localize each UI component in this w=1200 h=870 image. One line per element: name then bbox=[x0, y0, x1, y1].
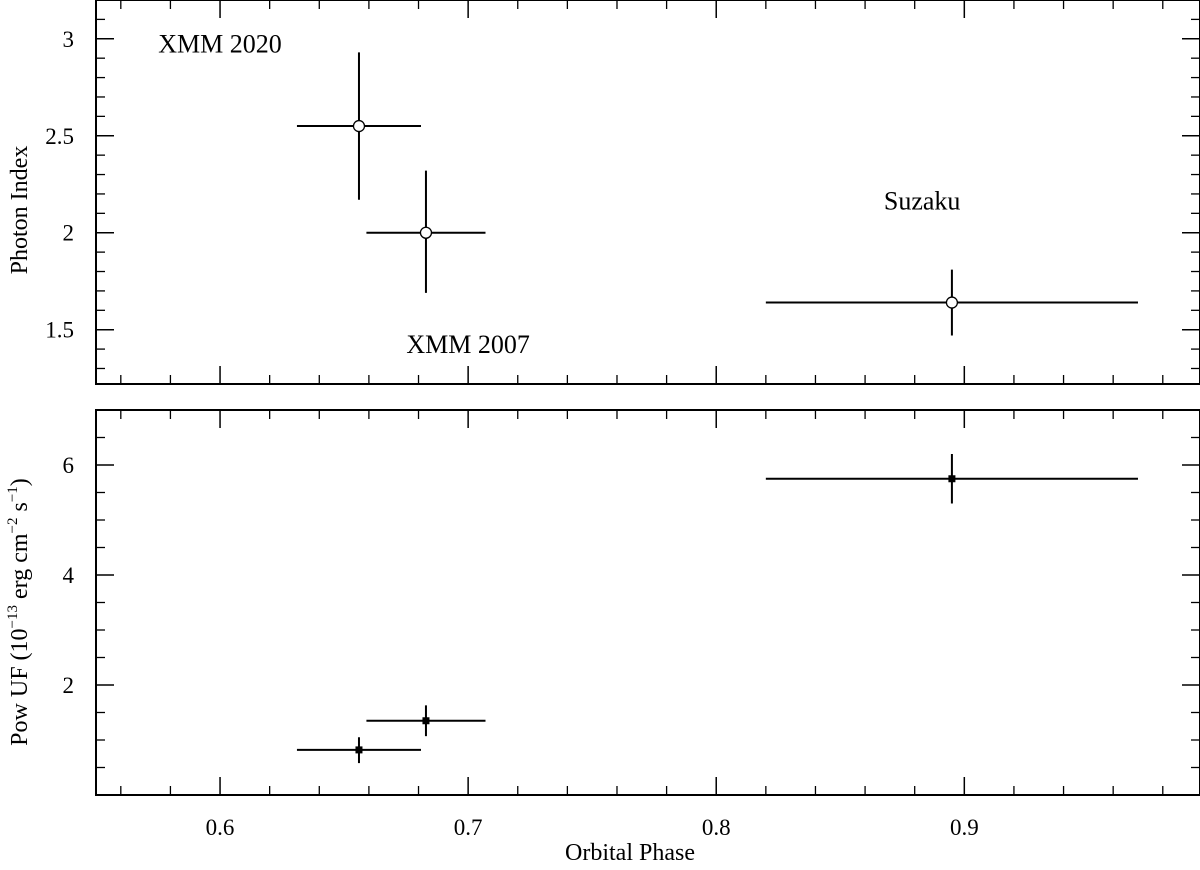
ylabel-part-4: ) bbox=[7, 478, 33, 486]
top-ytick-label: 3 bbox=[63, 27, 75, 52]
point-marker bbox=[352, 119, 366, 133]
top-y-axis-label: Photon Index bbox=[7, 146, 33, 275]
ylabel-part-2: erg cm bbox=[7, 533, 33, 605]
top-ytick-label: 2.5 bbox=[45, 124, 74, 149]
top-ticks bbox=[96, 0, 1200, 384]
top-data-point bbox=[765, 269, 1138, 336]
top-data-point bbox=[296, 52, 421, 200]
x-tick-label: 0.8 bbox=[702, 815, 731, 840]
x-tick-label: 0.9 bbox=[950, 815, 979, 840]
bottom-data-point bbox=[366, 705, 486, 737]
top-data-point bbox=[366, 170, 486, 293]
top-data-points bbox=[296, 52, 1138, 336]
bottom-y-tick-labels: 2 4 6 bbox=[63, 453, 75, 698]
bottom-data-point bbox=[765, 454, 1138, 504]
bottom-data-points bbox=[296, 454, 1138, 764]
annotation-label: XMM 2020 bbox=[158, 29, 282, 58]
point-marker bbox=[422, 717, 430, 725]
point-marker bbox=[945, 296, 959, 309]
bottom-y-axis-label: Pow UF (10−13 erg cm−2 s−1) bbox=[5, 478, 33, 746]
ylabel-part-3: s bbox=[7, 502, 33, 517]
ylabel-exp-2: −2 bbox=[5, 517, 21, 533]
top-ytick-label: 1.5 bbox=[45, 318, 74, 343]
annotation-label: Suzaku bbox=[884, 186, 961, 215]
ylabel-part-1: Pow UF (10 bbox=[7, 628, 33, 745]
bottom-data-point bbox=[296, 737, 421, 764]
point-marker bbox=[419, 226, 433, 239]
annotation-label: XMM 2007 bbox=[406, 330, 530, 359]
x-tick-label: 0.7 bbox=[454, 815, 483, 840]
bottom-plot-frame bbox=[95, 409, 1200, 796]
bottom-ytick-label: 4 bbox=[63, 563, 75, 588]
top-panel: 1.5 2 2.5 3 XMM 2020 XMM 2007 Suzaku Photon I… bbox=[7, 0, 1200, 385]
bottom-x-tick-labels: 0.6 0.7 0.8 0.9 bbox=[206, 815, 979, 840]
top-ytick-label: 2 bbox=[63, 221, 75, 246]
ylabel-exp-1: −13 bbox=[5, 605, 21, 628]
ylabel-exp-3: −1 bbox=[5, 486, 21, 502]
top-annotations: XMM 2020 XMM 2007 Suzaku bbox=[158, 29, 960, 359]
bottom-panel: 2 4 6 0.6 0.7 0.8 0.9 Pow UF (10−13 erg cm−2 … bbox=[5, 409, 1200, 866]
point-marker bbox=[355, 746, 363, 754]
top-y-tick-labels: 1.5 2 2.5 3 bbox=[45, 27, 74, 343]
bottom-ticks bbox=[96, 409, 1200, 795]
point-marker bbox=[948, 475, 956, 483]
x-tick-label: 0.6 bbox=[206, 815, 235, 840]
bottom-ytick-label: 2 bbox=[63, 673, 75, 698]
bottom-ytick-label: 6 bbox=[63, 453, 75, 478]
x-axis-label: Orbital Phase bbox=[565, 840, 695, 866]
top-plot-frame bbox=[95, 0, 1200, 385]
